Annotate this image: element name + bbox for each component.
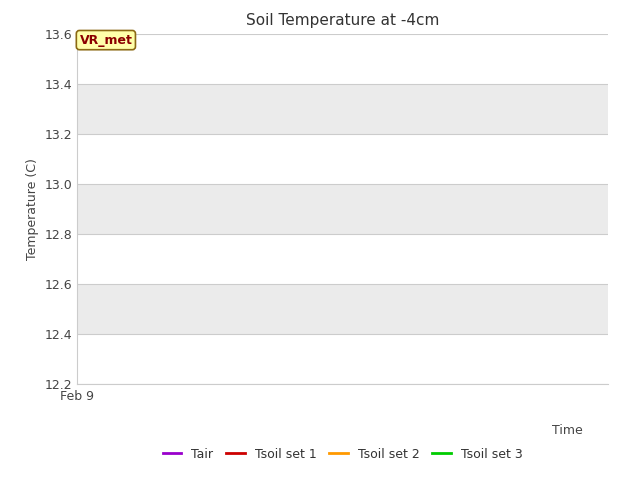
Bar <box>77 184 608 234</box>
Y-axis label: Temperature (C): Temperature (C) <box>26 158 38 260</box>
Bar <box>77 234 608 284</box>
Text: VR_met: VR_met <box>79 34 132 47</box>
Text: Time: Time <box>552 424 582 437</box>
Bar <box>77 34 608 84</box>
Title: Soil Temperature at -4cm: Soil Temperature at -4cm <box>246 13 439 28</box>
Legend: Tair, Tsoil set 1, Tsoil set 2, Tsoil set 3: Tair, Tsoil set 1, Tsoil set 2, Tsoil se… <box>157 443 527 466</box>
Bar <box>77 134 608 184</box>
Bar <box>77 84 608 134</box>
Bar <box>77 334 608 384</box>
Bar <box>77 284 608 334</box>
